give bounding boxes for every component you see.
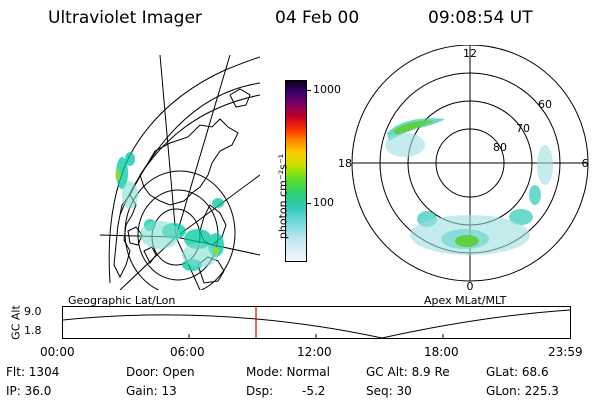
time-tick-0600: 06:00 [170,345,205,359]
gc-altitude: GC Alt: 8.9 Re [366,365,450,379]
lat-label-60: 60 [538,98,552,111]
mode-value: Mode: Normal [246,365,330,379]
coastline-greenland [139,118,239,206]
date-label: 04 Feb 00 [275,8,360,28]
flight-number: Flt: 1304 [6,365,60,379]
colorbar-tick-1000: 1000 [313,83,341,96]
altitude-tick-1-8: 1.8 [24,324,42,337]
geographic-latitude: GLat: 68.6 [486,365,549,379]
mlt-label-6: 6 [582,157,589,170]
coastline-arctic-islands [113,194,137,279]
color-scale-bar [285,80,307,262]
geographic-longitude: GLon: 225.3 [486,384,559,398]
mlt-label-18: 18 [338,157,352,170]
mlt-label-0: 0 [467,280,474,293]
time-tick-0000: 00:00 [40,345,75,359]
lat-label-80: 80 [493,141,507,154]
gain-value: Gain: 13 [126,384,177,398]
lat-label-70: 70 [516,122,530,135]
dsp-label: Dsp: [246,384,274,398]
apex-projection-label: Apex MLat/MLT [424,294,507,307]
sequence-number: Seq: 30 [366,384,412,398]
mlt-label-12: 12 [463,47,477,60]
altitude-tick-9: 9.0 [24,305,42,318]
door-status: Door: Open [126,365,195,379]
dsp-value: -5.2 [302,384,326,398]
instrument-title: Ultraviolet Imager [48,8,202,28]
ip-value: IP: 36.0 [6,384,52,398]
time-tick-1800: 18:00 [424,345,459,359]
colorbar-unit-label: photon cm⁻²s⁻¹ [276,153,290,240]
time-tick-2359: 23:59 [548,345,583,359]
time-label: 09:08:54 UT [428,8,533,28]
altitude-axis-title: GC Alt [9,305,23,340]
polar-mlt-plot: 12 18 6 0 60 70 80 [338,45,589,293]
altitude-curve [62,309,571,339]
time-tick-1200: 12:00 [297,345,332,359]
altitude-plot-frame [62,306,571,339]
colorbar-tick-100: 100 [313,196,334,209]
geographic-map [100,55,260,290]
altitude-plot [62,306,571,339]
earth-limb [108,56,260,284]
geographic-projection-label: Geographic Lat/Lon [68,294,176,307]
